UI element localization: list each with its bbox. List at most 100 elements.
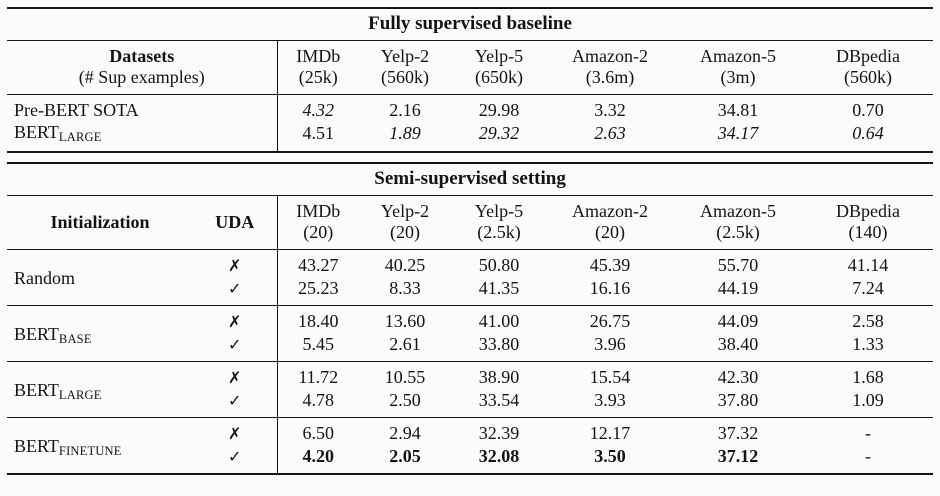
value-cell: 0.64 [852, 123, 884, 143]
col-header-amazon5: Amazon-5 (2.5k) [673, 195, 803, 250]
uda-check-mark: ✓ [228, 335, 242, 354]
value-cell: 42.30 [673, 361, 803, 389]
value-cell: 2.61 [389, 334, 421, 354]
value-cell: 29.32 [478, 123, 520, 143]
value-cell: 13.60 [359, 305, 451, 333]
uda-check-mark: ✓ [228, 279, 242, 298]
value-cell: 26.75 [547, 305, 673, 333]
value-cell: 4.20 [276, 445, 359, 474]
value-cell: 33.54 [478, 390, 520, 410]
value-cell: 38.90 [451, 361, 547, 389]
value-cell: 25.23 [276, 277, 359, 306]
row-label-pre-bert-sota: Pre-BERT SOTA [14, 100, 139, 120]
value-cell: 18.40 [276, 305, 359, 333]
value-cell: 4.51 [276, 122, 359, 152]
value-cell: 44.09 [673, 305, 803, 333]
value-cell: 43.27 [276, 249, 359, 277]
value-cell: 3.32 [594, 100, 626, 120]
value-cell: 6.50 [276, 417, 359, 445]
col-header-dbpedia: DBpedia (560k) [803, 40, 934, 95]
row-label-bert-large: BERTLARGE [14, 122, 102, 144]
uda-cross-mark: ✗ [193, 305, 277, 333]
value-cell: 3.50 [594, 446, 626, 466]
semi-section-title: Semi-supervised setting [7, 163, 934, 196]
uda-check-mark: ✓ [228, 391, 242, 410]
value-cell: 41.35 [478, 278, 520, 298]
uda-cross-mark: ✗ [193, 361, 277, 389]
value-cell: 2.63 [594, 123, 626, 143]
row-label-bert-finetune: BERTFINETUNE [7, 417, 193, 474]
value-cell: 38.40 [717, 334, 759, 354]
row-label-bert-large: BERTLARGE [7, 361, 193, 418]
bert-large-subscript: LARGE [58, 130, 102, 144]
value-cell: 10.55 [359, 361, 451, 389]
value-cell: 1.89 [389, 123, 421, 143]
value-cell: 3.96 [594, 334, 626, 354]
value-cell: 4.78 [276, 389, 359, 418]
uda-check-mark: ✓ [228, 447, 242, 466]
value-cell: 2.16 [389, 100, 421, 120]
col-header-imdb: IMDb (20) [276, 195, 359, 250]
value-cell: 11.72 [276, 361, 359, 389]
value-cell: 37.32 [673, 417, 803, 445]
col-header-yelp2: Yelp-2 (20) [359, 195, 451, 250]
value-cell: 41.14 [847, 255, 889, 275]
value-cell: 34.81 [717, 100, 759, 120]
value-cell: 1.09 [852, 390, 884, 410]
value-cell: 3.93 [594, 390, 626, 410]
col-header-yelp2: Yelp-2 (560k) [359, 40, 451, 95]
uda-header: UDA [193, 195, 277, 250]
value-cell: 8.33 [389, 278, 421, 298]
value-cell: 1.33 [852, 334, 884, 354]
supervised-section-title: Fully supervised baseline [7, 8, 934, 41]
bert-finetune-subscript: FINETUNE [58, 444, 122, 458]
col-header-amazon2: Amazon-2 (20) [547, 195, 673, 250]
col-header-yelp5: Yelp-5 (650k) [451, 40, 547, 95]
value-cell: 32.08 [478, 446, 520, 466]
datasets-header: Datasets (# Sup examples) [7, 40, 277, 95]
value-cell: 16.16 [589, 278, 631, 298]
row-label-bert-base: BERTBASE [7, 305, 193, 362]
initialization-header: Initialization [7, 195, 193, 250]
uda-cross-mark: ✗ [193, 417, 277, 445]
value-cell: 29.98 [478, 100, 520, 120]
value-cell: 44.19 [717, 278, 759, 298]
value-cell: 0.70 [852, 100, 884, 120]
value-cell: - [803, 417, 934, 445]
value-cell: 55.70 [717, 255, 759, 275]
value-cell: 2.94 [359, 417, 451, 445]
col-header-amazon5: Amazon-5 (3m) [673, 40, 803, 95]
value-cell: 34.17 [717, 123, 759, 143]
uda-cross-mark: ✗ [228, 256, 242, 275]
value-cell: 2.58 [803, 305, 934, 333]
value-cell: 41.00 [451, 305, 547, 333]
value-cell: 50.80 [478, 255, 520, 275]
semi-supervised-table: Semi-supervised setting Initialization U… [7, 162, 934, 475]
value-cell: 45.39 [589, 255, 631, 275]
fully-supervised-table: Fully supervised baseline Datasets (# Su… [7, 7, 934, 153]
value-cell: 7.24 [852, 278, 884, 298]
datasets-header-line1: Datasets [109, 46, 175, 66]
value-cell: 40.25 [384, 255, 426, 275]
bert-large-subscript: LARGE [58, 388, 102, 402]
datasets-header-line2: (# Sup examples) [78, 67, 205, 87]
col-header-amazon2: Amazon-2 (3.6m) [547, 40, 673, 95]
value-cell: 2.05 [389, 446, 421, 466]
row-label-random: Random [14, 268, 75, 288]
bert-base-subscript: BASE [58, 332, 92, 346]
col-header-yelp5: Yelp-5 (2.5k) [451, 195, 547, 250]
value-cell: - [865, 446, 872, 466]
value-cell: 37.12 [717, 446, 759, 466]
value-cell: 33.80 [478, 334, 520, 354]
value-cell: 12.17 [547, 417, 673, 445]
value-cell: 2.50 [389, 390, 421, 410]
value-cell: 5.45 [276, 333, 359, 362]
col-header-dbpedia: DBpedia (140) [803, 195, 934, 250]
value-cell: 4.32 [276, 94, 359, 122]
value-cell: 37.80 [717, 390, 759, 410]
col-header-imdb: IMDb (25k) [276, 40, 359, 95]
value-cell: 15.54 [547, 361, 673, 389]
value-cell: 32.39 [451, 417, 547, 445]
value-cell: 1.68 [803, 361, 934, 389]
